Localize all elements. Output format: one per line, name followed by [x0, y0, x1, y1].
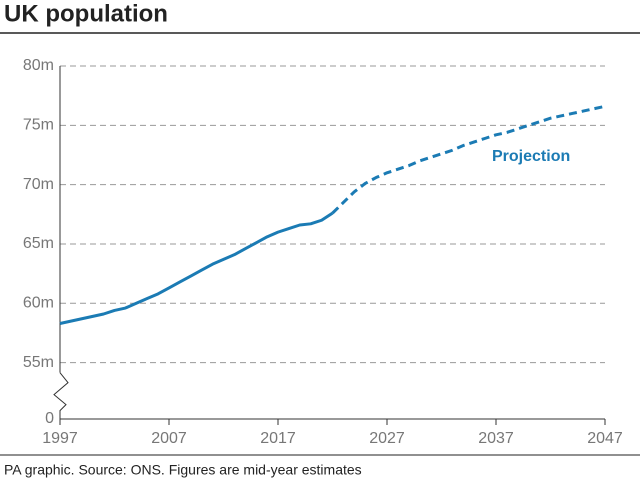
- y-tick-label: 70m: [23, 176, 54, 193]
- data-line: [59, 211, 334, 325]
- x-tick-label: 2017: [260, 430, 296, 447]
- chart-title: UK population: [4, 0, 168, 27]
- x-tick-label: 2047: [587, 430, 623, 447]
- y-tick-label: 0: [45, 410, 54, 427]
- y-tick-label: 65m: [23, 235, 54, 252]
- x-tick-label: 2037: [478, 430, 514, 447]
- x-tick-label: 2027: [369, 430, 405, 447]
- source-note: PA graphic. Source: ONS. Figures are mid…: [4, 462, 362, 478]
- y-tick-label: 55m: [23, 354, 54, 371]
- data-line: [331, 104, 606, 215]
- axis-break: [53, 372, 69, 419]
- y-tick-label: 60m: [23, 295, 54, 312]
- y-tick-label: 75m: [23, 117, 54, 134]
- x-tick-label: 2007: [151, 430, 187, 447]
- y-tick-label: 80m: [23, 57, 54, 74]
- projection-label: Projection: [492, 148, 570, 165]
- x-tick-label: 1997: [42, 430, 78, 447]
